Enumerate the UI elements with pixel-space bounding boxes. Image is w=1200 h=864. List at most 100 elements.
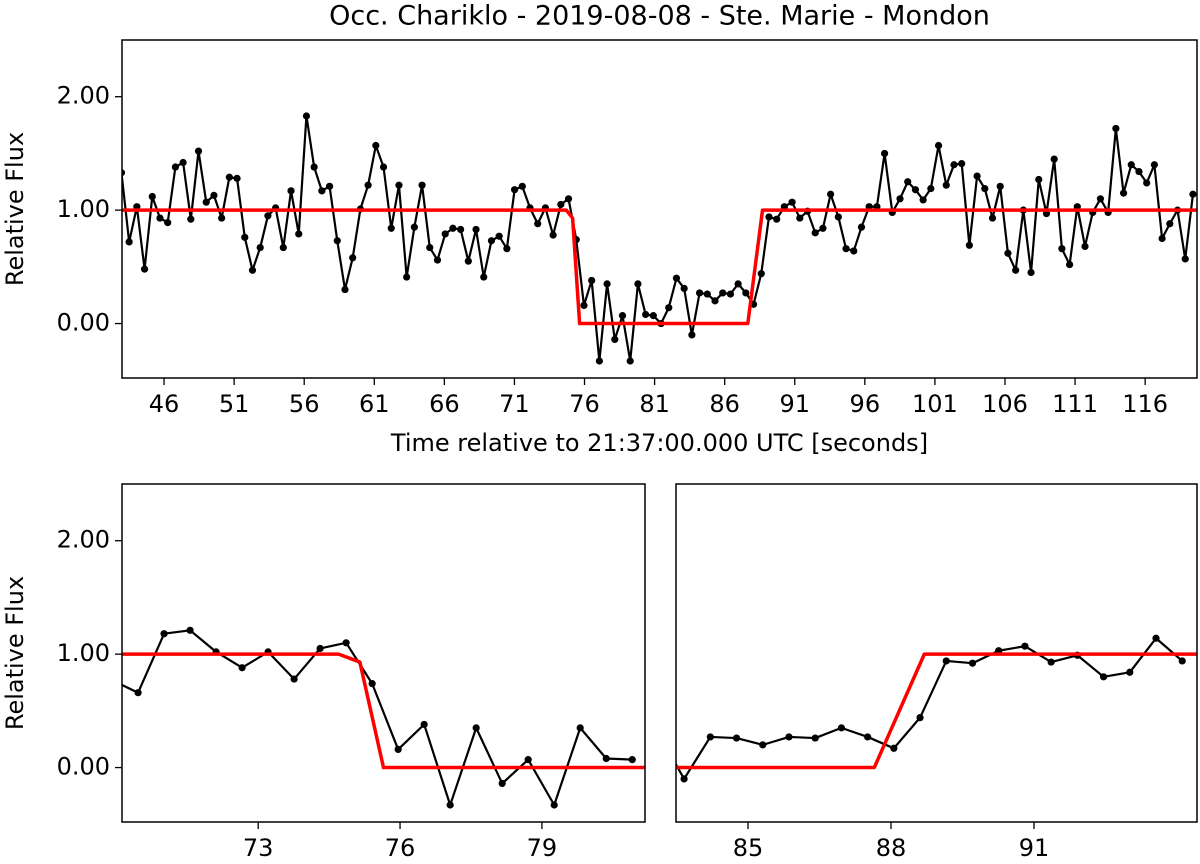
data-point — [403, 273, 411, 281]
data-point — [911, 186, 920, 194]
data-point — [364, 181, 372, 189]
data-point — [410, 223, 418, 231]
axes-frame — [675, 483, 1198, 823]
x-tick-label: 81 — [639, 390, 670, 418]
data-point — [503, 245, 511, 253]
data-point — [759, 741, 767, 749]
data-point — [595, 357, 603, 365]
y-axis-label: Relative Flux — [1, 576, 29, 730]
data-point — [834, 213, 842, 221]
data-point — [950, 161, 958, 169]
data-point — [1181, 255, 1189, 263]
series-line — [676, 652, 1197, 770]
data-point — [524, 756, 532, 764]
data-point — [1065, 260, 1074, 269]
data-point — [996, 182, 1004, 190]
data-point — [1150, 161, 1158, 169]
data-point — [626, 357, 634, 365]
data-point — [618, 312, 627, 320]
data-point — [588, 276, 596, 285]
data-point — [890, 744, 898, 752]
data-point — [1027, 268, 1035, 277]
data-point — [904, 178, 912, 186]
data-point — [785, 733, 793, 741]
data-point — [122, 169, 126, 177]
data-point — [160, 630, 168, 638]
data-point — [295, 230, 303, 238]
data-point — [703, 290, 711, 298]
data-point — [602, 754, 610, 763]
data-point — [420, 720, 428, 729]
x-tick-label: 56 — [289, 390, 320, 418]
axes-frame — [121, 39, 1198, 379]
data-point — [1135, 167, 1143, 176]
data-point — [186, 626, 194, 634]
data-point — [108, 677, 115, 684]
data-point — [194, 147, 203, 155]
data-point — [233, 174, 241, 182]
data-point — [156, 214, 164, 222]
y-axis-label: Relative Flux — [1, 132, 29, 286]
data-point — [1081, 242, 1089, 251]
data-point — [634, 280, 642, 288]
data-point — [688, 331, 696, 339]
data-point — [140, 265, 149, 273]
x-tick-label: 61 — [359, 390, 390, 418]
data-point — [837, 724, 846, 732]
data-point — [1012, 266, 1020, 274]
x-tick-label: 46 — [149, 390, 180, 418]
data-point — [248, 266, 257, 274]
data-point — [827, 190, 835, 198]
data-point — [394, 745, 402, 754]
data-point — [934, 141, 943, 150]
series-line — [122, 208, 1197, 326]
y-tick-label: 0.00 — [57, 309, 110, 337]
data-point — [164, 219, 172, 227]
data-point — [1112, 124, 1120, 133]
data-point — [864, 733, 872, 741]
data-point — [557, 200, 565, 209]
data-point — [472, 225, 480, 234]
data-point — [988, 214, 997, 222]
data-point — [290, 675, 298, 683]
data-point — [680, 284, 688, 292]
data-point — [316, 644, 324, 653]
data-point — [480, 273, 488, 281]
data-point — [973, 172, 981, 180]
data-point — [1004, 249, 1012, 257]
data-point — [426, 243, 434, 252]
data-point — [695, 289, 704, 297]
data-point — [1096, 195, 1105, 203]
data-point — [680, 775, 688, 783]
data-point — [495, 232, 503, 240]
data-point — [241, 233, 249, 241]
x-tick-label: 76 — [569, 390, 600, 418]
data-point — [549, 231, 557, 239]
data-point — [387, 224, 395, 232]
data-point — [880, 149, 889, 158]
y-tick-label: 0.00 — [57, 753, 110, 781]
data-point — [857, 223, 866, 231]
data-point — [318, 187, 326, 195]
data-point — [672, 274, 681, 282]
data-point — [325, 182, 334, 190]
data-point — [1119, 189, 1128, 197]
data-point — [580, 301, 588, 310]
data-point — [958, 160, 966, 168]
data-point — [518, 182, 526, 190]
data-point — [464, 257, 472, 265]
data-point — [1035, 175, 1043, 184]
data-point — [919, 196, 927, 204]
data-point — [916, 714, 924, 722]
data-point — [1127, 161, 1135, 169]
data-point — [210, 191, 218, 199]
y-tick-label: 1.00 — [57, 639, 110, 667]
x-tick-label: 116 — [1122, 390, 1168, 418]
plot-area — [108, 626, 645, 809]
data-point — [719, 289, 727, 297]
x-tick-label: 106 — [982, 390, 1028, 418]
data-point — [238, 664, 246, 672]
x-tick-label: 96 — [850, 390, 881, 418]
series-line — [676, 637, 1183, 780]
